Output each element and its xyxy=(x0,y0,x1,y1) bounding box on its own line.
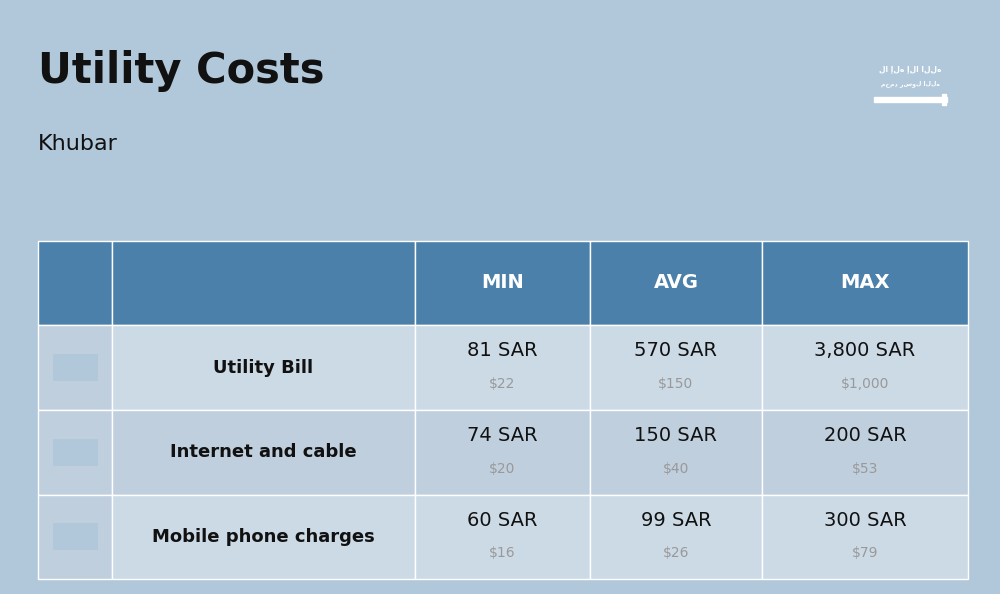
Text: لا إله إلا الله: لا إله إلا الله xyxy=(879,64,942,74)
Text: 81 SAR: 81 SAR xyxy=(467,342,538,361)
Text: 74 SAR: 74 SAR xyxy=(467,426,538,445)
Text: $79: $79 xyxy=(852,546,878,561)
Text: MIN: MIN xyxy=(481,273,524,292)
Bar xyxy=(874,97,947,102)
Text: محمد رسول الله: محمد رسول الله xyxy=(881,80,940,87)
Text: $150: $150 xyxy=(658,377,694,391)
Text: 60 SAR: 60 SAR xyxy=(467,511,538,530)
Bar xyxy=(942,94,946,105)
Text: Khubar: Khubar xyxy=(38,134,118,154)
Text: $20: $20 xyxy=(489,462,516,476)
Text: AVG: AVG xyxy=(653,273,698,292)
Text: $40: $40 xyxy=(663,462,689,476)
Text: 99 SAR: 99 SAR xyxy=(641,511,711,530)
Text: 200 SAR: 200 SAR xyxy=(824,426,906,445)
Text: Utility Costs: Utility Costs xyxy=(38,50,324,93)
Text: Mobile phone charges: Mobile phone charges xyxy=(152,528,375,546)
Text: MAX: MAX xyxy=(840,273,890,292)
Text: $1,000: $1,000 xyxy=(841,377,889,391)
Text: 570 SAR: 570 SAR xyxy=(634,342,717,361)
Text: 150 SAR: 150 SAR xyxy=(634,426,717,445)
Text: $53: $53 xyxy=(852,462,878,476)
Text: $22: $22 xyxy=(489,377,516,391)
Text: 300 SAR: 300 SAR xyxy=(824,511,906,530)
Text: Internet and cable: Internet and cable xyxy=(170,443,357,461)
Text: Utility Bill: Utility Bill xyxy=(213,359,314,377)
Text: $26: $26 xyxy=(663,546,689,561)
Text: 3,800 SAR: 3,800 SAR xyxy=(814,342,916,361)
Text: $16: $16 xyxy=(489,546,516,561)
